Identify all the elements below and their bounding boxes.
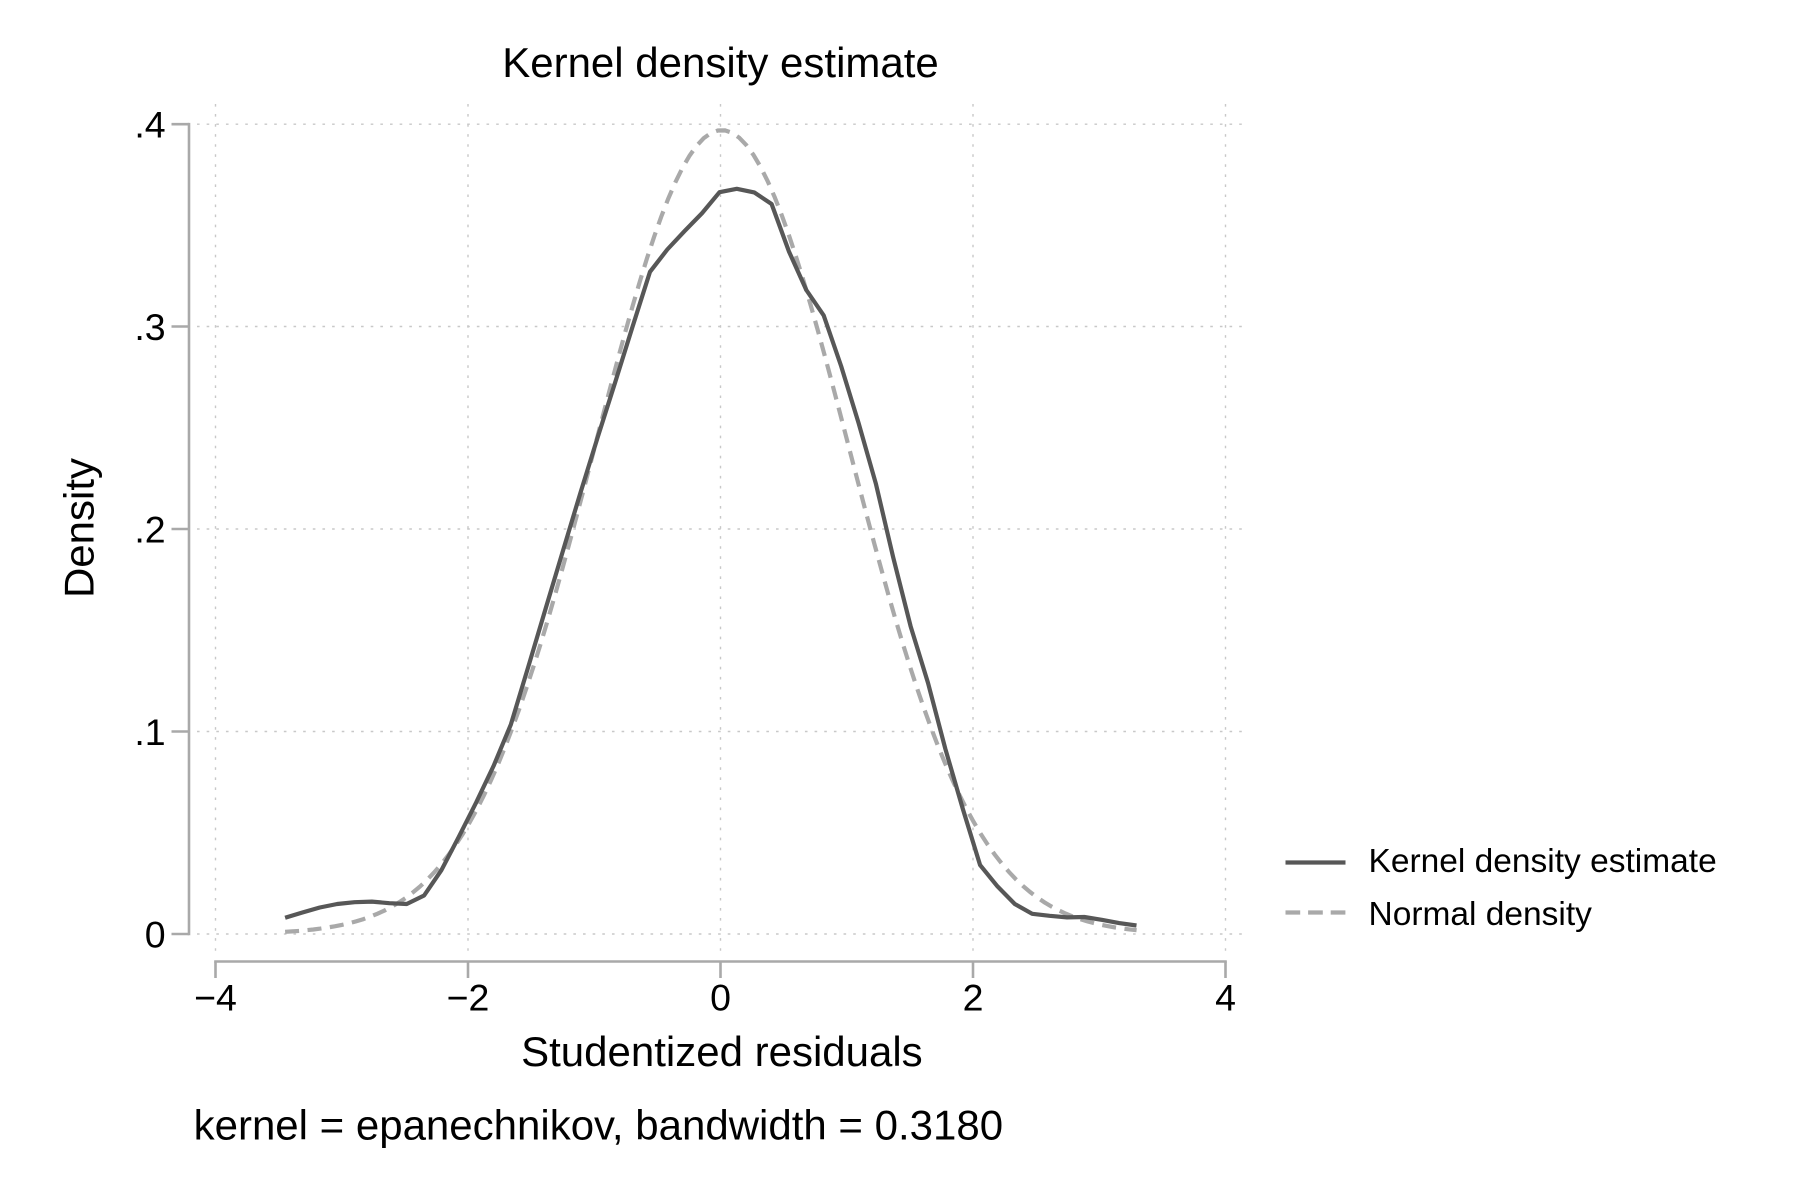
svg-text:.4: .4	[134, 104, 165, 146]
svg-text:Kernel density estimate: Kernel density estimate	[1369, 843, 1717, 880]
svg-text:4: 4	[1215, 976, 1236, 1018]
svg-text:Studentized residuals: Studentized residuals	[521, 1028, 923, 1075]
svg-text:.1: .1	[134, 711, 165, 753]
svg-text:−4: −4	[194, 976, 237, 1018]
svg-text:.3: .3	[134, 306, 165, 348]
svg-text:Density: Density	[56, 458, 103, 598]
svg-text:Kernel density estimate: Kernel density estimate	[502, 39, 939, 86]
svg-text:.2: .2	[134, 509, 165, 551]
svg-text:0: 0	[710, 976, 731, 1018]
svg-text:2: 2	[963, 976, 984, 1018]
svg-text:kernel = epanechnikov, bandwid: kernel = epanechnikov, bandwidth = 0.318…	[194, 1102, 1003, 1149]
svg-text:Normal density: Normal density	[1369, 896, 1593, 933]
svg-text:−2: −2	[447, 976, 490, 1018]
svg-text:0: 0	[145, 914, 166, 956]
